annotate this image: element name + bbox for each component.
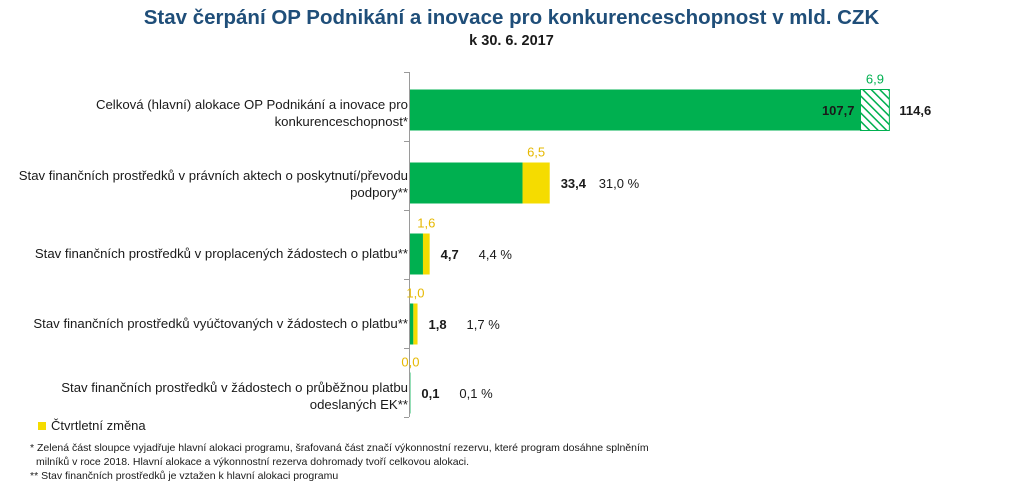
label-change-4: 0,0 — [401, 355, 419, 370]
label-change-3: 1,0 — [406, 286, 424, 301]
label-change-1: 6,5 — [527, 145, 545, 160]
footnote-2: ** Stav finančních prostředků je vztažen… — [30, 470, 339, 482]
axis-tick — [404, 72, 409, 73]
label-percent-1: 31,0 % — [599, 176, 640, 191]
axis-tick — [404, 279, 409, 280]
label-change-2: 1,6 — [417, 216, 435, 231]
bar-base-2 — [410, 233, 423, 275]
axis-tick — [404, 141, 409, 142]
category-label-0: Celková (hlavní) alokace OP Podnikání a … — [95, 97, 408, 129]
label-base-0: 107,7 — [822, 103, 855, 118]
legend-label: Čtvrtletní změna — [51, 418, 146, 433]
bar-base-0 — [410, 89, 861, 131]
label-percent-2: 4,4 % — [479, 247, 513, 262]
label-total-2: 4,7 — [441, 247, 459, 262]
category-label-1: Stav finančních prostředků v právních ak… — [18, 168, 408, 200]
category-label-3: Stav finančních prostředků vyúčtovaných … — [33, 316, 408, 331]
category-label-4: Stav finančních prostředků v žádostech o… — [61, 380, 408, 412]
axis-tick — [404, 348, 409, 349]
label-total-0: 114,6 — [899, 103, 931, 118]
label-total-1: 33,4 — [561, 176, 587, 191]
label-percent-4: 0,1 % — [459, 386, 493, 401]
chart-title: Stav čerpání OP Podnikání a inovace pro … — [143, 6, 880, 29]
axis-tick — [404, 417, 409, 418]
footnote-1: * Zelená část sloupce vyjadřuje hlavní a… — [30, 442, 649, 454]
footnote-1-cont: milníků v roce 2018. Hlavní alokace a vý… — [36, 456, 470, 468]
bar-change-2 — [422, 233, 430, 275]
axis-tick — [404, 210, 409, 211]
legend: Čtvrtletní změna — [38, 418, 146, 433]
bar-base-3 — [410, 303, 414, 345]
chart-subtitle: k 30. 6. 2017 — [469, 33, 554, 49]
category-label-2: Stav finančních prostředků v proplacenýc… — [34, 246, 408, 261]
bar-change-3 — [413, 303, 418, 345]
label-percent-3: 1,7 % — [467, 317, 501, 332]
label-total-3: 1,8 — [429, 317, 447, 332]
legend-swatch-change — [38, 421, 46, 430]
bar-base-1 — [410, 162, 523, 204]
label-total-4: 0,1 — [421, 386, 439, 401]
bar-reserve-0 — [860, 89, 890, 131]
label-reserve-0: 6,9 — [866, 72, 884, 87]
category-axis — [409, 72, 410, 417]
bar-change-1 — [522, 162, 550, 204]
